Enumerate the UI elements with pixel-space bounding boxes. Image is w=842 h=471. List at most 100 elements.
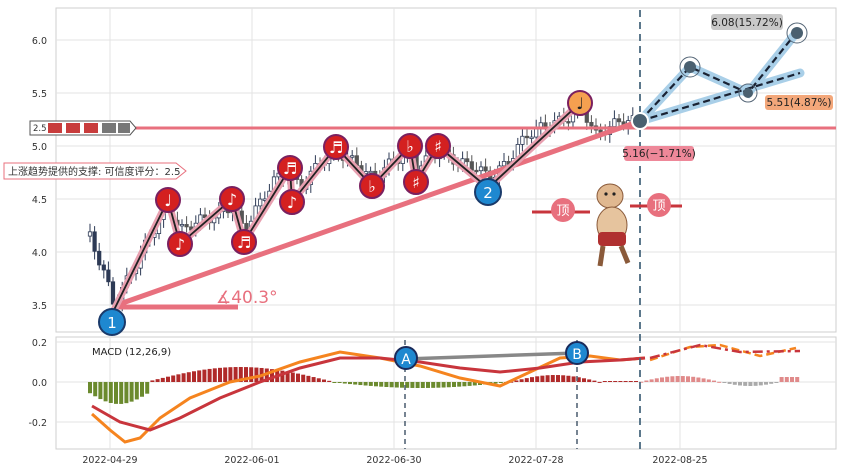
forecast-point-icon — [631, 22, 808, 130]
svg-text:B: B — [572, 347, 582, 363]
music-note-glyph: ♪ — [287, 193, 297, 212]
macd-bar — [254, 367, 259, 382]
macd-bar — [400, 382, 404, 388]
music-note-glyph: ♩ — [576, 94, 584, 113]
macd-bar — [769, 382, 774, 384]
macd-bar — [322, 379, 326, 382]
macd-bar — [306, 375, 311, 382]
forecast-high-text: 6.08(15.72%) — [711, 17, 783, 29]
macd-bar — [332, 382, 337, 383]
macd-bar — [192, 371, 196, 382]
macd-bar — [301, 374, 306, 382]
chip-icon — [48, 123, 62, 133]
top-badge-left: 顶 — [532, 198, 590, 222]
music-note-glyph: ♭ — [368, 177, 376, 196]
macd-bar — [634, 381, 638, 382]
macd-bar — [145, 382, 150, 394]
angle-label: ∡40.3° — [216, 288, 278, 308]
macd-bar — [587, 379, 592, 382]
forecast-mean-line — [639, 71, 801, 123]
support-text: 上涨趋势提供的支撑: 可信度评分：2.5 — [8, 165, 180, 178]
macd-bar — [639, 381, 644, 383]
macd-bar — [566, 375, 571, 382]
macd-bar — [743, 382, 748, 386]
dog-mascot-icon — [596, 183, 631, 267]
music-note-glyph: ♩ — [164, 191, 172, 210]
macd-bar — [249, 367, 254, 382]
chip-icon — [66, 123, 80, 133]
macd-forecast-dea — [649, 343, 801, 360]
x-tick-label: 2022-04-29 — [82, 455, 137, 466]
macd-bar — [337, 382, 342, 384]
macd-bar — [774, 382, 779, 383]
macd-bar — [134, 382, 139, 400]
macd-bar — [223, 367, 228, 382]
x-tick-label: 2022-07-28 — [508, 455, 563, 466]
macd-bar — [561, 375, 566, 382]
chip-icon — [102, 123, 116, 133]
price-panel — [55, 7, 837, 333]
music-note-icon — [231, 229, 257, 255]
macd-histogram — [88, 367, 800, 404]
macd-bar — [706, 379, 711, 382]
macd-bar — [363, 382, 368, 386]
macd-bar — [665, 376, 670, 382]
candle-body — [529, 136, 534, 139]
macd-bar — [545, 375, 550, 382]
svg-text:顶: 顶 — [652, 199, 665, 214]
macd-bar — [457, 382, 462, 387]
macd-bar — [441, 382, 446, 388]
macd-bar — [166, 376, 170, 382]
badge-2: 2 — [474, 178, 502, 206]
macd-bar — [654, 378, 659, 382]
forecast-high-label: 6.08(15.72%) — [711, 14, 783, 30]
macd-bar — [415, 382, 420, 388]
macd-bar — [795, 377, 800, 382]
macd-bar — [431, 382, 436, 388]
macd-bar — [202, 369, 207, 382]
top-badge-right: 顶 — [630, 193, 682, 217]
y-tick-label: 5.0 — [32, 142, 47, 153]
candle-body — [87, 231, 93, 237]
macd-bar — [732, 382, 737, 385]
macd-bar — [155, 379, 160, 382]
music-note-icon — [397, 133, 423, 159]
support-label: 上涨趋势提供的支撑: 可信度评分：2.5 — [3, 162, 187, 180]
music-note-glyph: ♪ — [227, 190, 237, 209]
macd-bar — [348, 382, 352, 385]
y-tick-label: 4.5 — [32, 195, 47, 206]
macd-bar — [493, 382, 498, 384]
macd-bar — [738, 382, 742, 386]
macd-bar — [556, 375, 560, 382]
macd-bar — [98, 382, 103, 400]
macd-bar — [571, 376, 576, 382]
macd-bar — [374, 382, 378, 387]
macd-bar — [353, 382, 358, 385]
macd-bar — [368, 382, 373, 386]
macd-bar — [696, 377, 701, 382]
macd-bar — [212, 368, 217, 382]
music-note-icon — [219, 186, 245, 212]
macd-bar — [124, 382, 129, 404]
macd-bar — [748, 382, 753, 386]
music-note-glyph: ♭ — [406, 137, 414, 156]
macd-bar — [535, 376, 540, 382]
svg-text:A: A — [401, 352, 411, 368]
macd-bar — [576, 377, 581, 382]
music-note-markers: ♩ ♪ ♪ ♬ ♬ ♪ ♬ ♭ ♭ ♯ ♯ ♩ — [155, 90, 593, 257]
macd-bar — [171, 375, 176, 382]
macd-bar — [701, 378, 706, 382]
macd-bar — [316, 378, 321, 382]
candle-body — [106, 269, 111, 283]
music-note-glyph: ♪ — [175, 235, 185, 254]
macd-bar — [358, 382, 363, 386]
macd-bar — [660, 377, 664, 382]
macd-bar — [264, 368, 269, 382]
macd-bar — [764, 382, 768, 385]
macd-bar — [608, 381, 612, 382]
macd-bar — [181, 373, 186, 382]
music-note-icon — [279, 189, 305, 215]
macd-bar — [176, 374, 181, 382]
